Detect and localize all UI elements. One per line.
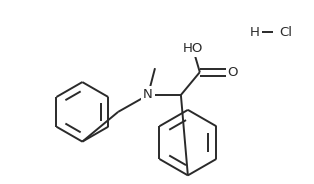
Text: H: H: [250, 26, 259, 39]
Text: O: O: [228, 66, 238, 79]
Text: N: N: [143, 89, 153, 102]
Text: Cl: Cl: [279, 26, 292, 39]
Text: HO: HO: [183, 42, 203, 55]
